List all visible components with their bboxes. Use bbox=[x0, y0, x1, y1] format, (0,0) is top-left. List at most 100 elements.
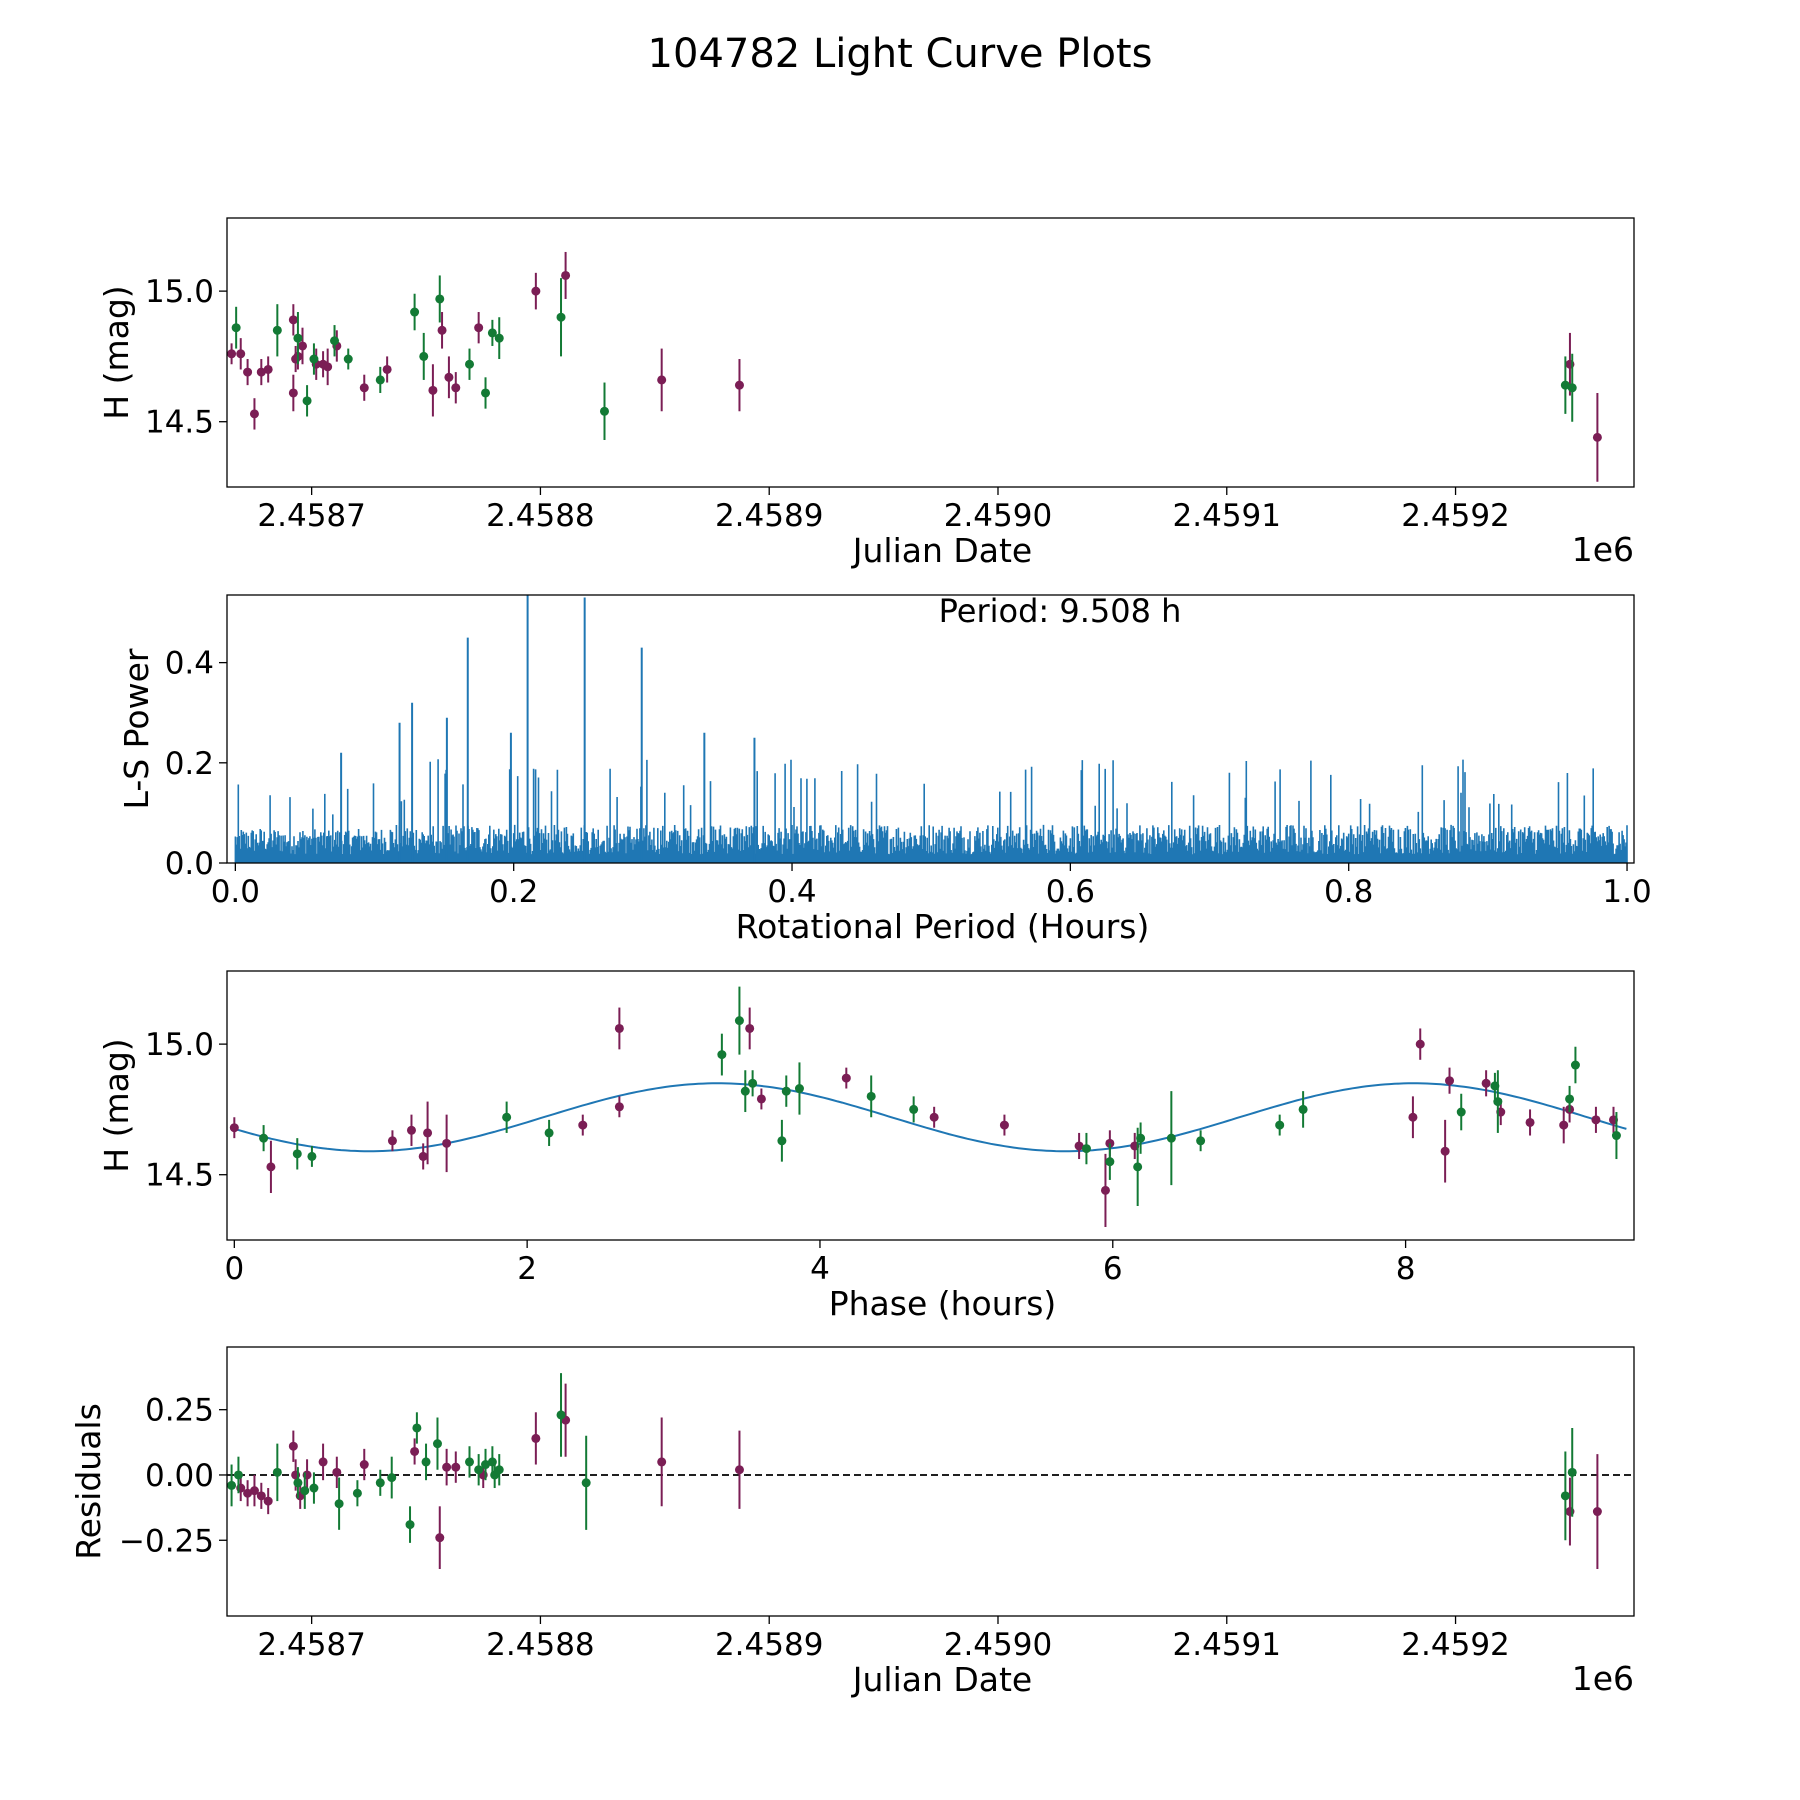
lightcurve-x-offset-label: 1e6 bbox=[1572, 530, 1634, 569]
periodogram-power-trace bbox=[234, 759, 1628, 863]
residuals-point-red bbox=[531, 1433, 541, 1443]
lightcurve-point-red bbox=[734, 380, 744, 390]
phased-point-green bbox=[1456, 1107, 1466, 1117]
phased-point-green bbox=[748, 1078, 758, 1088]
phased-point-green bbox=[1196, 1136, 1206, 1146]
phased-point-red bbox=[614, 1023, 624, 1033]
lightcurve-point-red bbox=[243, 367, 253, 377]
periodogram-xtick-label: 0.6 bbox=[1046, 874, 1095, 910]
periodogram-xtick-label: 0.2 bbox=[489, 874, 538, 910]
periodogram-frame bbox=[226, 594, 1635, 864]
lightcurve-point-red bbox=[323, 362, 333, 372]
phased-xtick-label: 4 bbox=[810, 1251, 830, 1287]
residuals-point-red bbox=[1592, 1507, 1602, 1517]
residuals-xtick-label: 2.4587 bbox=[257, 1627, 365, 1663]
phased-point-red bbox=[418, 1151, 428, 1161]
lightcurve-ytick-label: 14.5 bbox=[145, 405, 214, 441]
periodogram-ytick-label: 0.2 bbox=[165, 746, 214, 782]
phased-plot-area bbox=[229, 986, 1627, 1227]
phased-point-green bbox=[1298, 1104, 1308, 1114]
lightcurve-point-green bbox=[1567, 383, 1577, 393]
phased-point-green bbox=[1275, 1120, 1285, 1130]
lightcurve-point-red bbox=[531, 286, 541, 296]
phased-xtick-label: 2 bbox=[517, 1251, 537, 1287]
lightcurve-point-green bbox=[599, 406, 609, 416]
lightcurve-point-red bbox=[444, 372, 454, 382]
phased-point-green bbox=[717, 1050, 727, 1060]
phased-point-green bbox=[1133, 1162, 1143, 1172]
phased-point-red bbox=[266, 1162, 276, 1172]
residuals-ytick-label: 0.00 bbox=[145, 1458, 214, 1494]
lightcurve-point-red bbox=[382, 364, 392, 374]
lightcurve-point-red bbox=[451, 383, 461, 393]
residuals-point-green bbox=[352, 1488, 362, 1498]
phased-point-red bbox=[999, 1120, 1009, 1130]
residuals-plot-area bbox=[227, 1373, 1634, 1569]
lightcurve-point-red bbox=[297, 341, 307, 351]
residuals-point-green bbox=[272, 1467, 282, 1477]
residuals-point-red bbox=[263, 1496, 273, 1506]
residuals-point-red bbox=[359, 1460, 369, 1470]
phased-point-red bbox=[442, 1138, 452, 1148]
residuals-point-green bbox=[334, 1499, 344, 1509]
lightcurve-point-green bbox=[465, 359, 475, 369]
phased-point-red bbox=[578, 1120, 588, 1130]
phased-point-red bbox=[929, 1112, 939, 1122]
periodogram-xtick-label: 1.0 bbox=[1602, 874, 1651, 910]
residuals-point-green bbox=[1567, 1467, 1577, 1477]
phased-point-green bbox=[259, 1133, 269, 1143]
residuals-point-red bbox=[657, 1457, 667, 1467]
residuals-point-red bbox=[435, 1533, 445, 1543]
lightcurve-point-green bbox=[410, 307, 420, 317]
residuals-point-green bbox=[465, 1457, 475, 1467]
phased-point-green bbox=[502, 1112, 512, 1122]
phased-point-green bbox=[1493, 1097, 1503, 1107]
lightcurve-panel: 2.4587 2.4588 2.4589 2.4590 2.4591 2.4592 14.5… bbox=[97, 217, 1635, 570]
phased-point-red bbox=[1415, 1039, 1425, 1049]
phased-point-red bbox=[1440, 1146, 1450, 1156]
residuals-xlabel: Julian Date bbox=[851, 1660, 1033, 1699]
lightcurve-point-green bbox=[272, 325, 282, 335]
phased-point-green bbox=[307, 1151, 317, 1161]
phased-point-red bbox=[745, 1023, 755, 1033]
residuals-point-green bbox=[556, 1410, 566, 1420]
phased-point-green bbox=[1136, 1133, 1146, 1143]
lightcurve-frame bbox=[226, 217, 1635, 488]
phased-point-red bbox=[1481, 1078, 1491, 1088]
residuals-point-red bbox=[249, 1486, 259, 1496]
phased-ytick-label: 14.5 bbox=[145, 1158, 214, 1194]
lightcurve-point-red bbox=[1592, 432, 1602, 442]
phased-point-red bbox=[841, 1073, 851, 1083]
residuals-point-red bbox=[332, 1467, 342, 1477]
phased-point-green bbox=[1166, 1133, 1176, 1143]
residuals-point-green bbox=[481, 1460, 491, 1470]
lightcurve-point-green bbox=[375, 375, 385, 385]
residuals-point-green bbox=[387, 1473, 397, 1483]
lightcurve-point-green bbox=[309, 354, 319, 364]
phased-point-green bbox=[909, 1104, 919, 1114]
lightcurve-point-green bbox=[494, 333, 504, 343]
residuals-point-red bbox=[243, 1488, 253, 1498]
lightcurve-point-red bbox=[437, 325, 447, 335]
lightcurve-xtick-label: 2.4592 bbox=[1401, 498, 1509, 534]
phased-point-red bbox=[1559, 1120, 1569, 1130]
phased-point-red bbox=[1591, 1115, 1601, 1125]
lightcurve-point-red bbox=[657, 375, 667, 385]
lightcurve-xlabel: Julian Date bbox=[851, 531, 1033, 570]
residuals-ytick-label: −0.25 bbox=[119, 1523, 214, 1559]
residuals-point-green bbox=[300, 1486, 310, 1496]
figure-title: 104782 Light Curve Plots bbox=[648, 31, 1153, 77]
lightcurve-xtick-label: 2.4591 bbox=[1173, 498, 1281, 534]
residuals-ytick-label: 0.25 bbox=[145, 1393, 214, 1429]
lightcurve-point-red bbox=[263, 364, 273, 374]
lightcurve-point-green bbox=[293, 333, 303, 343]
lightcurve-plot-area bbox=[227, 251, 1602, 482]
residuals-x-offset-label: 1e6 bbox=[1572, 1659, 1634, 1698]
residuals-point-green bbox=[581, 1478, 591, 1488]
periodogram-ylabel: L-S Power bbox=[117, 648, 156, 809]
phased-point-green bbox=[1105, 1157, 1115, 1167]
lightcurve-point-red bbox=[428, 385, 438, 395]
lightcurve-point-green bbox=[487, 328, 497, 338]
